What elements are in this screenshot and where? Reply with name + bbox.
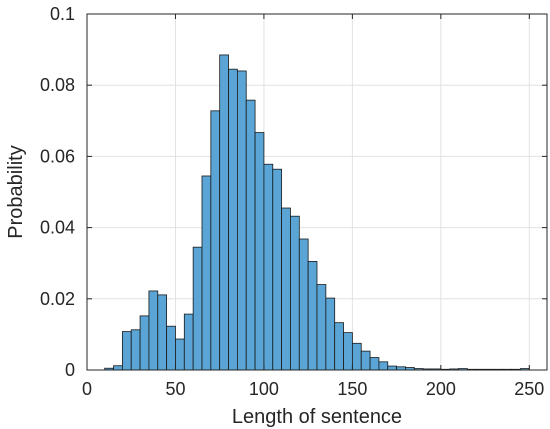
y-tick-label: 0.04: [40, 218, 75, 238]
histogram-bar: [236, 70, 247, 371]
histogram-bar: [378, 361, 389, 371]
histogram-bar: [290, 215, 300, 371]
histogram-bar: [166, 325, 176, 371]
histogram-bar: [343, 332, 353, 371]
histogram-bar: [139, 315, 150, 371]
histogram-bar: [351, 342, 362, 371]
histogram-bar: [113, 365, 123, 371]
x-tick-labels: 0 50 100 150 200 250: [82, 379, 544, 399]
axes-frame: [86, 13, 548, 371]
histogram-bar: [192, 246, 203, 371]
histogram-bar: [130, 329, 141, 371]
x-tick-label: 0: [82, 379, 92, 399]
x-tick-label: 200: [426, 379, 456, 399]
histogram-bar: [254, 132, 265, 371]
histogram-bar: [325, 297, 336, 371]
histogram-bars: [104, 54, 530, 371]
histogram-bar: [148, 290, 159, 371]
histogram-bar: [334, 322, 344, 371]
histogram-bar: [298, 238, 309, 371]
histogram-bar: [245, 99, 256, 371]
y-tick-label: 0.06: [40, 146, 75, 166]
histogram-bar: [201, 175, 212, 371]
histogram-bar: [387, 365, 398, 371]
histogram-bar: [360, 350, 371, 371]
histogram-bar: [175, 338, 185, 371]
histogram-bar: [228, 68, 238, 371]
x-tick-label: 50: [165, 379, 185, 399]
histogram-bar: [307, 261, 318, 371]
histogram-bar: [219, 54, 229, 371]
y-tick-label: 0: [65, 360, 75, 380]
histogram-bar: [210, 110, 221, 371]
histogram-bar: [121, 331, 132, 371]
axes-box: [86, 13, 548, 371]
histogram-bar: [183, 313, 194, 371]
histogram-bar: [369, 357, 380, 371]
y-tick-label: 0.1: [50, 4, 75, 24]
histogram-bar: [316, 284, 327, 371]
y-tick-label: 0.02: [40, 289, 75, 309]
x-tick-label: 250: [514, 379, 544, 399]
x-tick-label: 100: [249, 379, 279, 399]
x-tick-label: 150: [337, 379, 367, 399]
y-tick-labels: 0 0.02 0.04 0.06 0.08 0.1: [40, 4, 75, 380]
y-axis-label: Probability: [5, 145, 27, 238]
x-axis-label: Length of sentence: [232, 406, 402, 428]
y-tick-label: 0.08: [40, 75, 75, 95]
histogram-bar: [272, 168, 283, 371]
histogram-bar: [281, 207, 291, 371]
histogram-bar: [157, 294, 168, 371]
histogram-bar: [263, 163, 274, 371]
